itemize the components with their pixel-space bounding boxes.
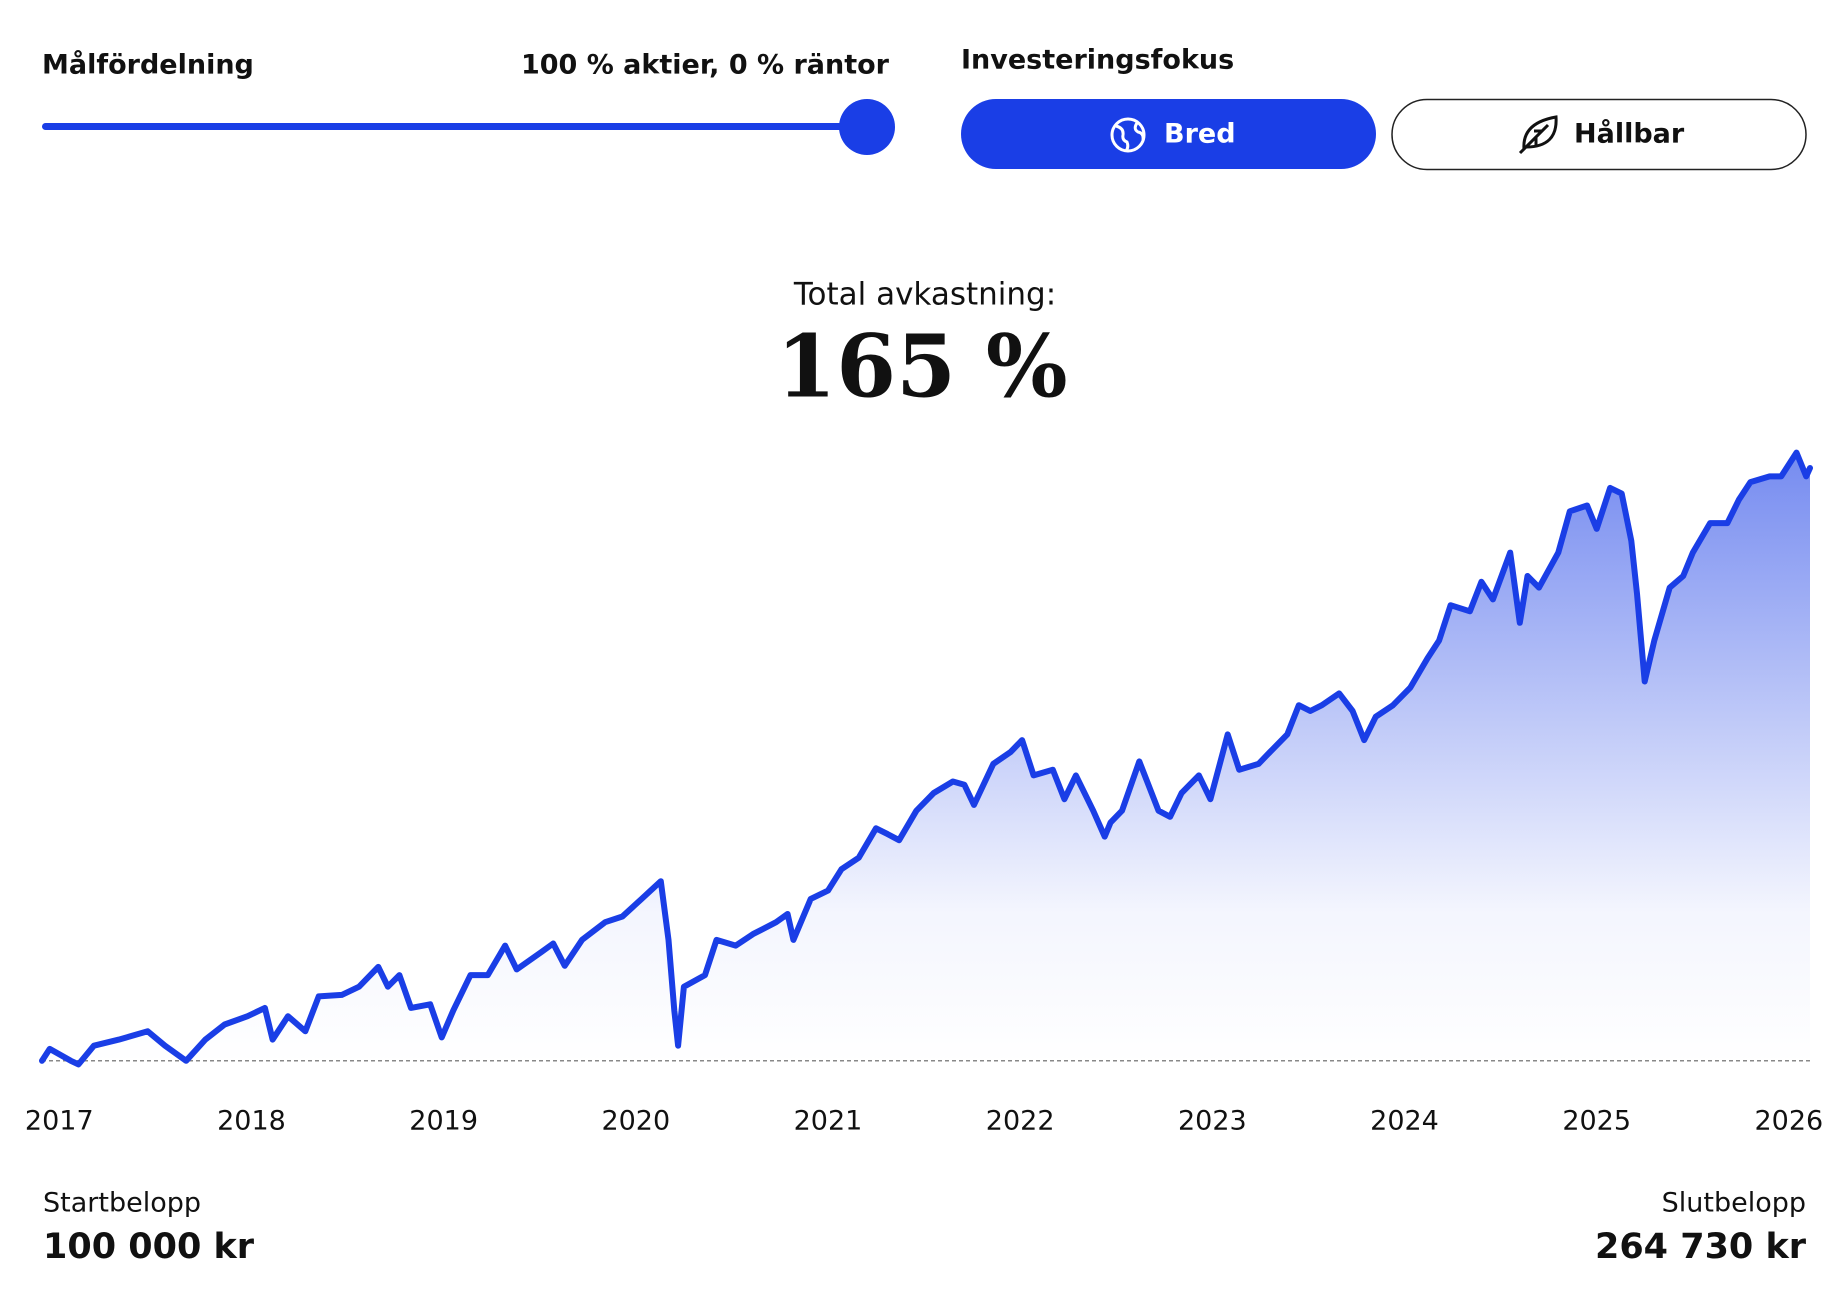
- button-bg: [961, 99, 1376, 169]
- focus-label: Investeringsfokus: [961, 45, 1234, 76]
- x-tick-label: 2018: [217, 1106, 286, 1137]
- summary-value: 165 %: [776, 317, 1067, 418]
- button-bg: [1391, 98, 1807, 171]
- allocation-slider[interactable]: [42, 99, 895, 155]
- slider-knob[interactable]: [839, 99, 895, 155]
- button-label: Hållbar: [1574, 118, 1685, 150]
- end-label: Slutbelopp: [1662, 1188, 1806, 1219]
- focus-button-broad[interactable]: Bred: [961, 99, 1376, 169]
- x-tick-label: 2022: [986, 1106, 1055, 1137]
- x-tick-label: 2017: [25, 1106, 94, 1137]
- button-label: Bred: [1164, 119, 1236, 150]
- focus-button-sustainable[interactable]: Hållbar: [1391, 98, 1807, 171]
- x-tick-label: 2019: [409, 1106, 478, 1137]
- x-tick-label: 2025: [1562, 1106, 1631, 1137]
- x-tick-label: 2021: [794, 1106, 863, 1137]
- x-tick-label: 2026: [1755, 1106, 1824, 1137]
- chart: 2017 2018 2019 2020 2021 2022 2023 2024 2025 2026: [25, 449, 1824, 1137]
- start-value: 100 000 kr: [43, 1227, 255, 1267]
- allocation-value: 100 % aktier, 0 % räntor: [521, 50, 890, 81]
- summary-label: Total avkastning:: [793, 277, 1056, 313]
- globe-icon: [1110, 117, 1146, 153]
- end-value: 264 730 kr: [1595, 1227, 1807, 1267]
- leaf-icon: [1518, 115, 1558, 155]
- start-label: Startbelopp: [43, 1188, 201, 1219]
- area: [42, 452, 1810, 1065]
- slider-track: [42, 123, 868, 130]
- line: [39, 449, 1813, 1068]
- x-tick-label: 2020: [601, 1106, 670, 1137]
- allocation-label: Målfördelning: [42, 49, 254, 81]
- x-tick-label: 2023: [1178, 1106, 1247, 1137]
- x-tick-label: 2024: [1370, 1106, 1439, 1137]
